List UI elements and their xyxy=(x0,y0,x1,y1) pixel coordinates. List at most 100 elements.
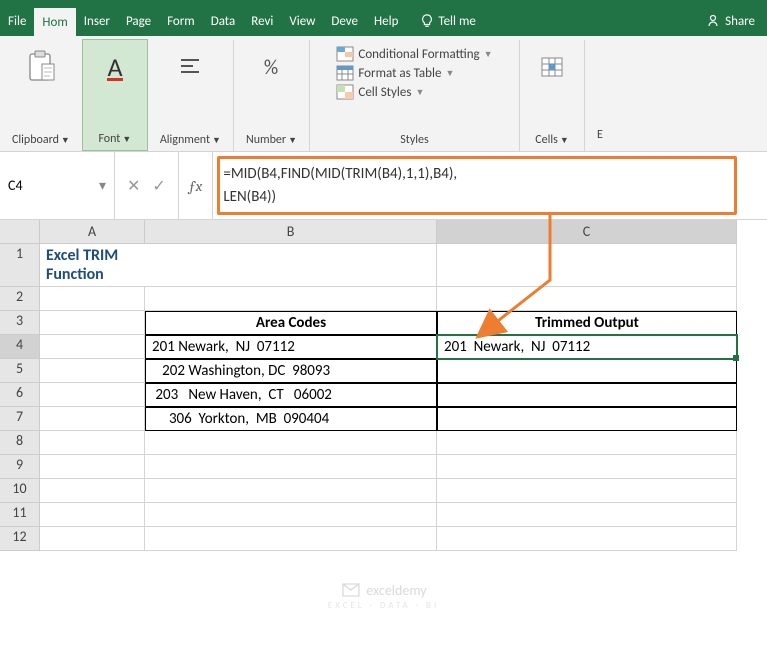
formula-bar[interactable]: =MID(B4,FIND(MID(TRIM(B4),1,1),B4), LEN(… xyxy=(213,152,767,219)
cell-c1[interactable] xyxy=(437,244,737,287)
editing-label: E xyxy=(597,128,603,144)
alignment-label: Alignment ▼ xyxy=(160,133,221,149)
select-all-corner[interactable] xyxy=(0,220,40,244)
table-icon xyxy=(336,65,354,81)
fill-handle[interactable] xyxy=(733,355,739,361)
cell-c8[interactable] xyxy=(437,431,737,455)
cell-a7[interactable] xyxy=(40,407,145,431)
cell-b1[interactable] xyxy=(145,244,437,287)
tab-home[interactable]: Hom xyxy=(34,6,75,36)
cells-label: Cells ▼ xyxy=(535,133,569,149)
tell-me-search[interactable]: Tell me xyxy=(414,6,481,36)
header-trimmed-output[interactable]: Trimmed Output xyxy=(437,311,737,335)
cell-b5[interactable]: 202 Washington, DC 98093 xyxy=(145,359,437,383)
cell-c5[interactable] xyxy=(437,359,737,383)
cell-b6[interactable]: 203 New Haven, CT 06002 xyxy=(145,383,437,407)
cell-styles-icon xyxy=(336,84,354,100)
clipboard-icon[interactable] xyxy=(21,44,61,90)
tab-file[interactable]: File xyxy=(0,6,34,36)
tab-formulas[interactable]: Form xyxy=(159,6,203,36)
font-icon[interactable]: A xyxy=(95,44,135,90)
cell-a12[interactable] xyxy=(40,527,145,551)
cell-a8[interactable] xyxy=(40,431,145,455)
row-header-8[interactable]: 8 xyxy=(0,431,40,455)
cell-styles-button[interactable]: Cell Styles ▼ xyxy=(336,84,492,100)
ribbon-group-editing: E xyxy=(585,40,607,151)
cell-c10[interactable] xyxy=(437,479,737,503)
ribbon: Clipboard ▼ A Font ▼ Alignment ▼ % Numbe… xyxy=(0,36,767,152)
tab-developer[interactable]: Deve xyxy=(323,6,366,36)
conditional-formatting-button[interactable]: Conditional Formatting ▼ xyxy=(336,46,492,62)
cell-c12[interactable] xyxy=(437,527,737,551)
cell-a9[interactable] xyxy=(40,455,145,479)
cell-b11[interactable] xyxy=(145,503,437,527)
cell-b12[interactable] xyxy=(145,527,437,551)
cell-a6[interactable] xyxy=(40,383,145,407)
row-header-9[interactable]: 9 xyxy=(0,455,40,479)
cell-b8[interactable] xyxy=(145,431,437,455)
tab-insert[interactable]: Inser xyxy=(76,6,118,36)
ribbon-group-clipboard: Clipboard ▼ xyxy=(0,40,83,151)
cell-c9[interactable] xyxy=(437,455,737,479)
cell-a4[interactable] xyxy=(40,335,145,359)
share-button[interactable]: Share xyxy=(693,6,767,36)
cell-b9[interactable] xyxy=(145,455,437,479)
cell-a11[interactable] xyxy=(40,503,145,527)
cell-c4-selected[interactable]: 201 Newark, NJ 07112 xyxy=(437,335,737,359)
column-header-row: A B C xyxy=(0,220,767,244)
lightbulb-icon xyxy=(420,14,434,28)
row-header-3[interactable]: 3 xyxy=(0,311,40,335)
name-box-dropdown-icon[interactable]: ▾ xyxy=(99,177,106,194)
cell-c11[interactable] xyxy=(437,503,737,527)
tab-help[interactable]: Help xyxy=(366,6,406,36)
cell-b4[interactable]: 201 Newark, NJ 07112 xyxy=(145,335,437,359)
row-header-5[interactable]: 5 xyxy=(0,359,40,383)
watermark-icon xyxy=(340,580,360,600)
ribbon-tabs: File Hom Inser Page Form Data Revi View … xyxy=(0,6,767,36)
col-header-a[interactable]: A xyxy=(40,220,145,244)
enter-icon[interactable]: ✓ xyxy=(152,176,165,196)
cancel-icon[interactable]: ✕ xyxy=(127,176,140,196)
row-header-10[interactable]: 10 xyxy=(0,479,40,503)
cell-b2[interactable] xyxy=(145,287,437,311)
tab-page-layout[interactable]: Page xyxy=(118,6,159,36)
svg-text:%: % xyxy=(264,56,278,80)
cell-b10[interactable] xyxy=(145,479,437,503)
cell-c6[interactable] xyxy=(437,383,737,407)
cell-a10[interactable] xyxy=(40,479,145,503)
tab-review[interactable]: Revi xyxy=(243,6,281,36)
cell-b7[interactable]: 306 Yorkton, MB 090404 xyxy=(145,407,437,431)
watermark-subtitle: EXCEL · DATA · BI xyxy=(328,600,439,611)
header-area-codes[interactable]: Area Codes xyxy=(145,311,437,335)
tab-view[interactable]: View xyxy=(281,6,323,36)
row-header-11[interactable]: 11 xyxy=(0,503,40,527)
col-header-c[interactable]: C xyxy=(437,220,737,244)
formula-bar-buttons: ✕ ✓ xyxy=(115,152,179,219)
conditional-formatting-icon xyxy=(336,46,354,62)
cell-c2[interactable] xyxy=(437,287,737,311)
cell-a3[interactable] xyxy=(40,311,145,335)
fx-label[interactable]: ƒx xyxy=(179,152,214,219)
format-as-table-button[interactable]: Format as Table ▼ xyxy=(336,65,492,81)
number-icon[interactable]: % xyxy=(251,44,291,90)
watermark: exceldemy xyxy=(340,580,426,600)
share-icon xyxy=(705,13,721,29)
cell-a5[interactable] xyxy=(40,359,145,383)
cells-icon[interactable] xyxy=(532,44,572,90)
row-header-2[interactable]: 2 xyxy=(0,287,40,311)
watermark-text: exceldemy xyxy=(366,582,426,599)
row-header-4[interactable]: 4 xyxy=(0,335,40,359)
ribbon-group-number: % Number ▼ xyxy=(234,40,310,151)
row-header-7[interactable]: 7 xyxy=(0,407,40,431)
alignment-icon[interactable] xyxy=(170,44,210,90)
row-header-1[interactable]: 1 xyxy=(0,244,40,287)
row-header-12[interactable]: 12 xyxy=(0,527,40,551)
row-header-6[interactable]: 6 xyxy=(0,383,40,407)
cell-a2[interactable] xyxy=(40,287,145,311)
tab-data[interactable]: Data xyxy=(203,6,244,36)
cell-c7[interactable] xyxy=(437,407,737,431)
styles-label: Styles xyxy=(400,133,428,149)
cell-a1[interactable]: Excel TRIM Function xyxy=(40,244,145,287)
col-header-b[interactable]: B xyxy=(145,220,437,244)
name-box[interactable]: C4 ▾ xyxy=(0,152,115,219)
